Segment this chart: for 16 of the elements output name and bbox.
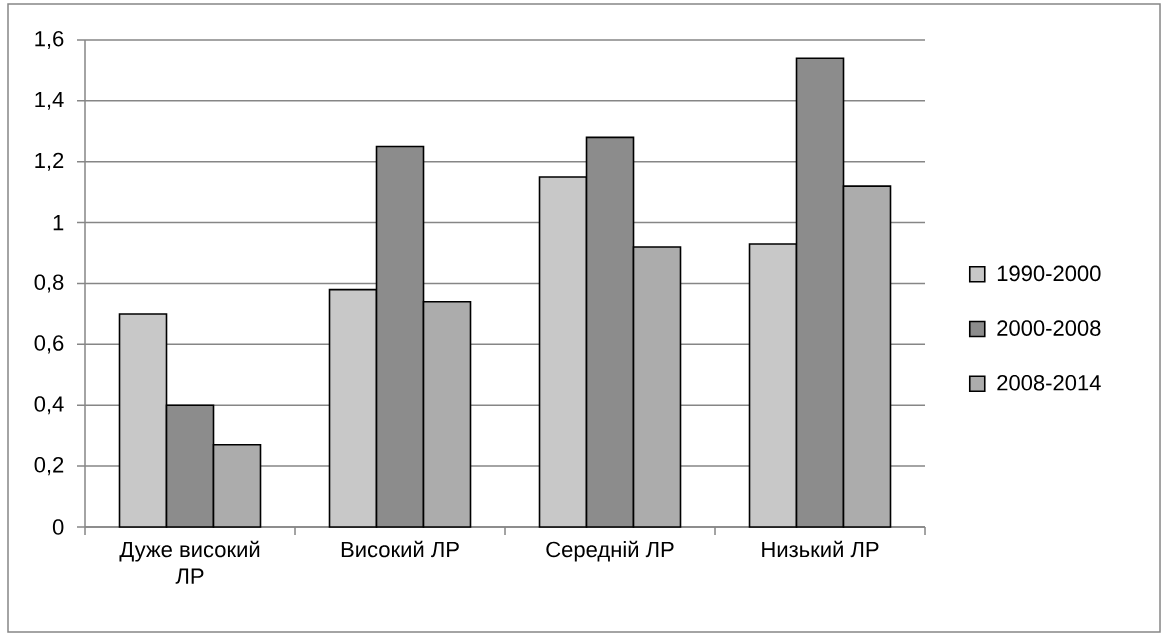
y-tick-label: 1,2: [35, 152, 64, 171]
legend-label: 2008-2014: [997, 374, 1101, 391]
x-tick-label: Середній ЛР: [546, 540, 674, 562]
y-tick-label: 1: [53, 215, 64, 231]
y-tick-label: 0,8: [34, 274, 64, 293]
y-tick-label: 0,6: [34, 335, 64, 354]
legend-label: 1990-2000: [997, 265, 1101, 282]
legend-label: 2000-2008: [997, 320, 1101, 336]
y-tick-label: 0,4: [34, 396, 64, 415]
x-tick-label: Високий ЛР: [341, 540, 459, 558]
x-tick-label: Дуже високий ЛР: [119, 540, 260, 584]
y-tick-label: 1,6: [35, 30, 64, 50]
x-tick-label: Низький ЛР: [762, 540, 879, 558]
y-tick-label: 0: [52, 519, 64, 535]
y-tick-label: 0,2: [34, 457, 64, 476]
y-tick-label: 1,4: [35, 91, 64, 110]
